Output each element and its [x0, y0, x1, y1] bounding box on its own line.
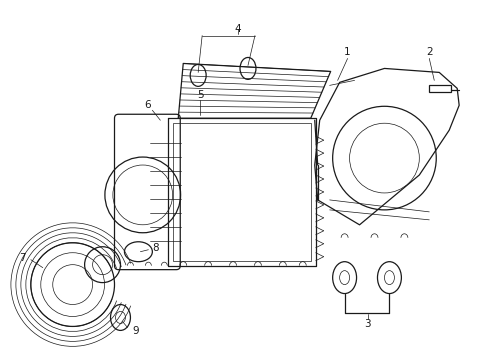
Text: 7: 7 [20, 253, 26, 263]
Text: 6: 6 [144, 100, 150, 110]
Text: 4: 4 [234, 24, 241, 33]
Bar [428, 85, 450, 92]
Text: 2: 2 [425, 48, 432, 58]
Text: 5: 5 [197, 90, 203, 100]
Text: 9: 9 [132, 327, 139, 336]
Text: 1: 1 [344, 48, 350, 58]
Bar [173, 123, 310, 261]
Text: 3: 3 [364, 319, 370, 329]
Text: 8: 8 [152, 243, 158, 253]
